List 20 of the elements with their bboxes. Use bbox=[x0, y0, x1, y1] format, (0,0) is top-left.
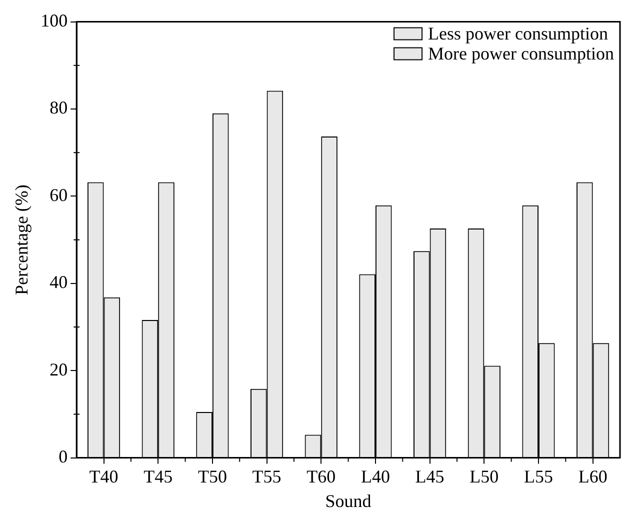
x-tick-label: L50 bbox=[470, 466, 499, 486]
x-tick-label: T40 bbox=[89, 466, 118, 486]
y-tick-label: 20 bbox=[50, 359, 68, 380]
y-tick-label: 60 bbox=[50, 184, 68, 205]
y-tick-label: 80 bbox=[50, 98, 68, 118]
y-tick-label: 40 bbox=[50, 272, 68, 292]
x-tick-label: L40 bbox=[360, 466, 390, 486]
x-tick-label: L60 bbox=[578, 466, 608, 486]
x-tick-label: T60 bbox=[306, 466, 336, 486]
x-tick-label: L45 bbox=[415, 466, 444, 486]
x-tick-label: T55 bbox=[252, 466, 282, 486]
legend-label: More power consumption bbox=[428, 44, 614, 64]
y-tick-label: 100 bbox=[40, 10, 68, 31]
x-tick-label: L55 bbox=[524, 466, 553, 486]
x-tick-label: T45 bbox=[144, 466, 173, 486]
y-axis-title: Percentage (%) bbox=[12, 184, 32, 296]
legend-label: Less power consumption bbox=[428, 24, 608, 44]
x-axis-title: Sound bbox=[325, 490, 372, 511]
x-tick-label: T50 bbox=[198, 466, 227, 486]
y-tick-label: 0 bbox=[58, 446, 68, 467]
